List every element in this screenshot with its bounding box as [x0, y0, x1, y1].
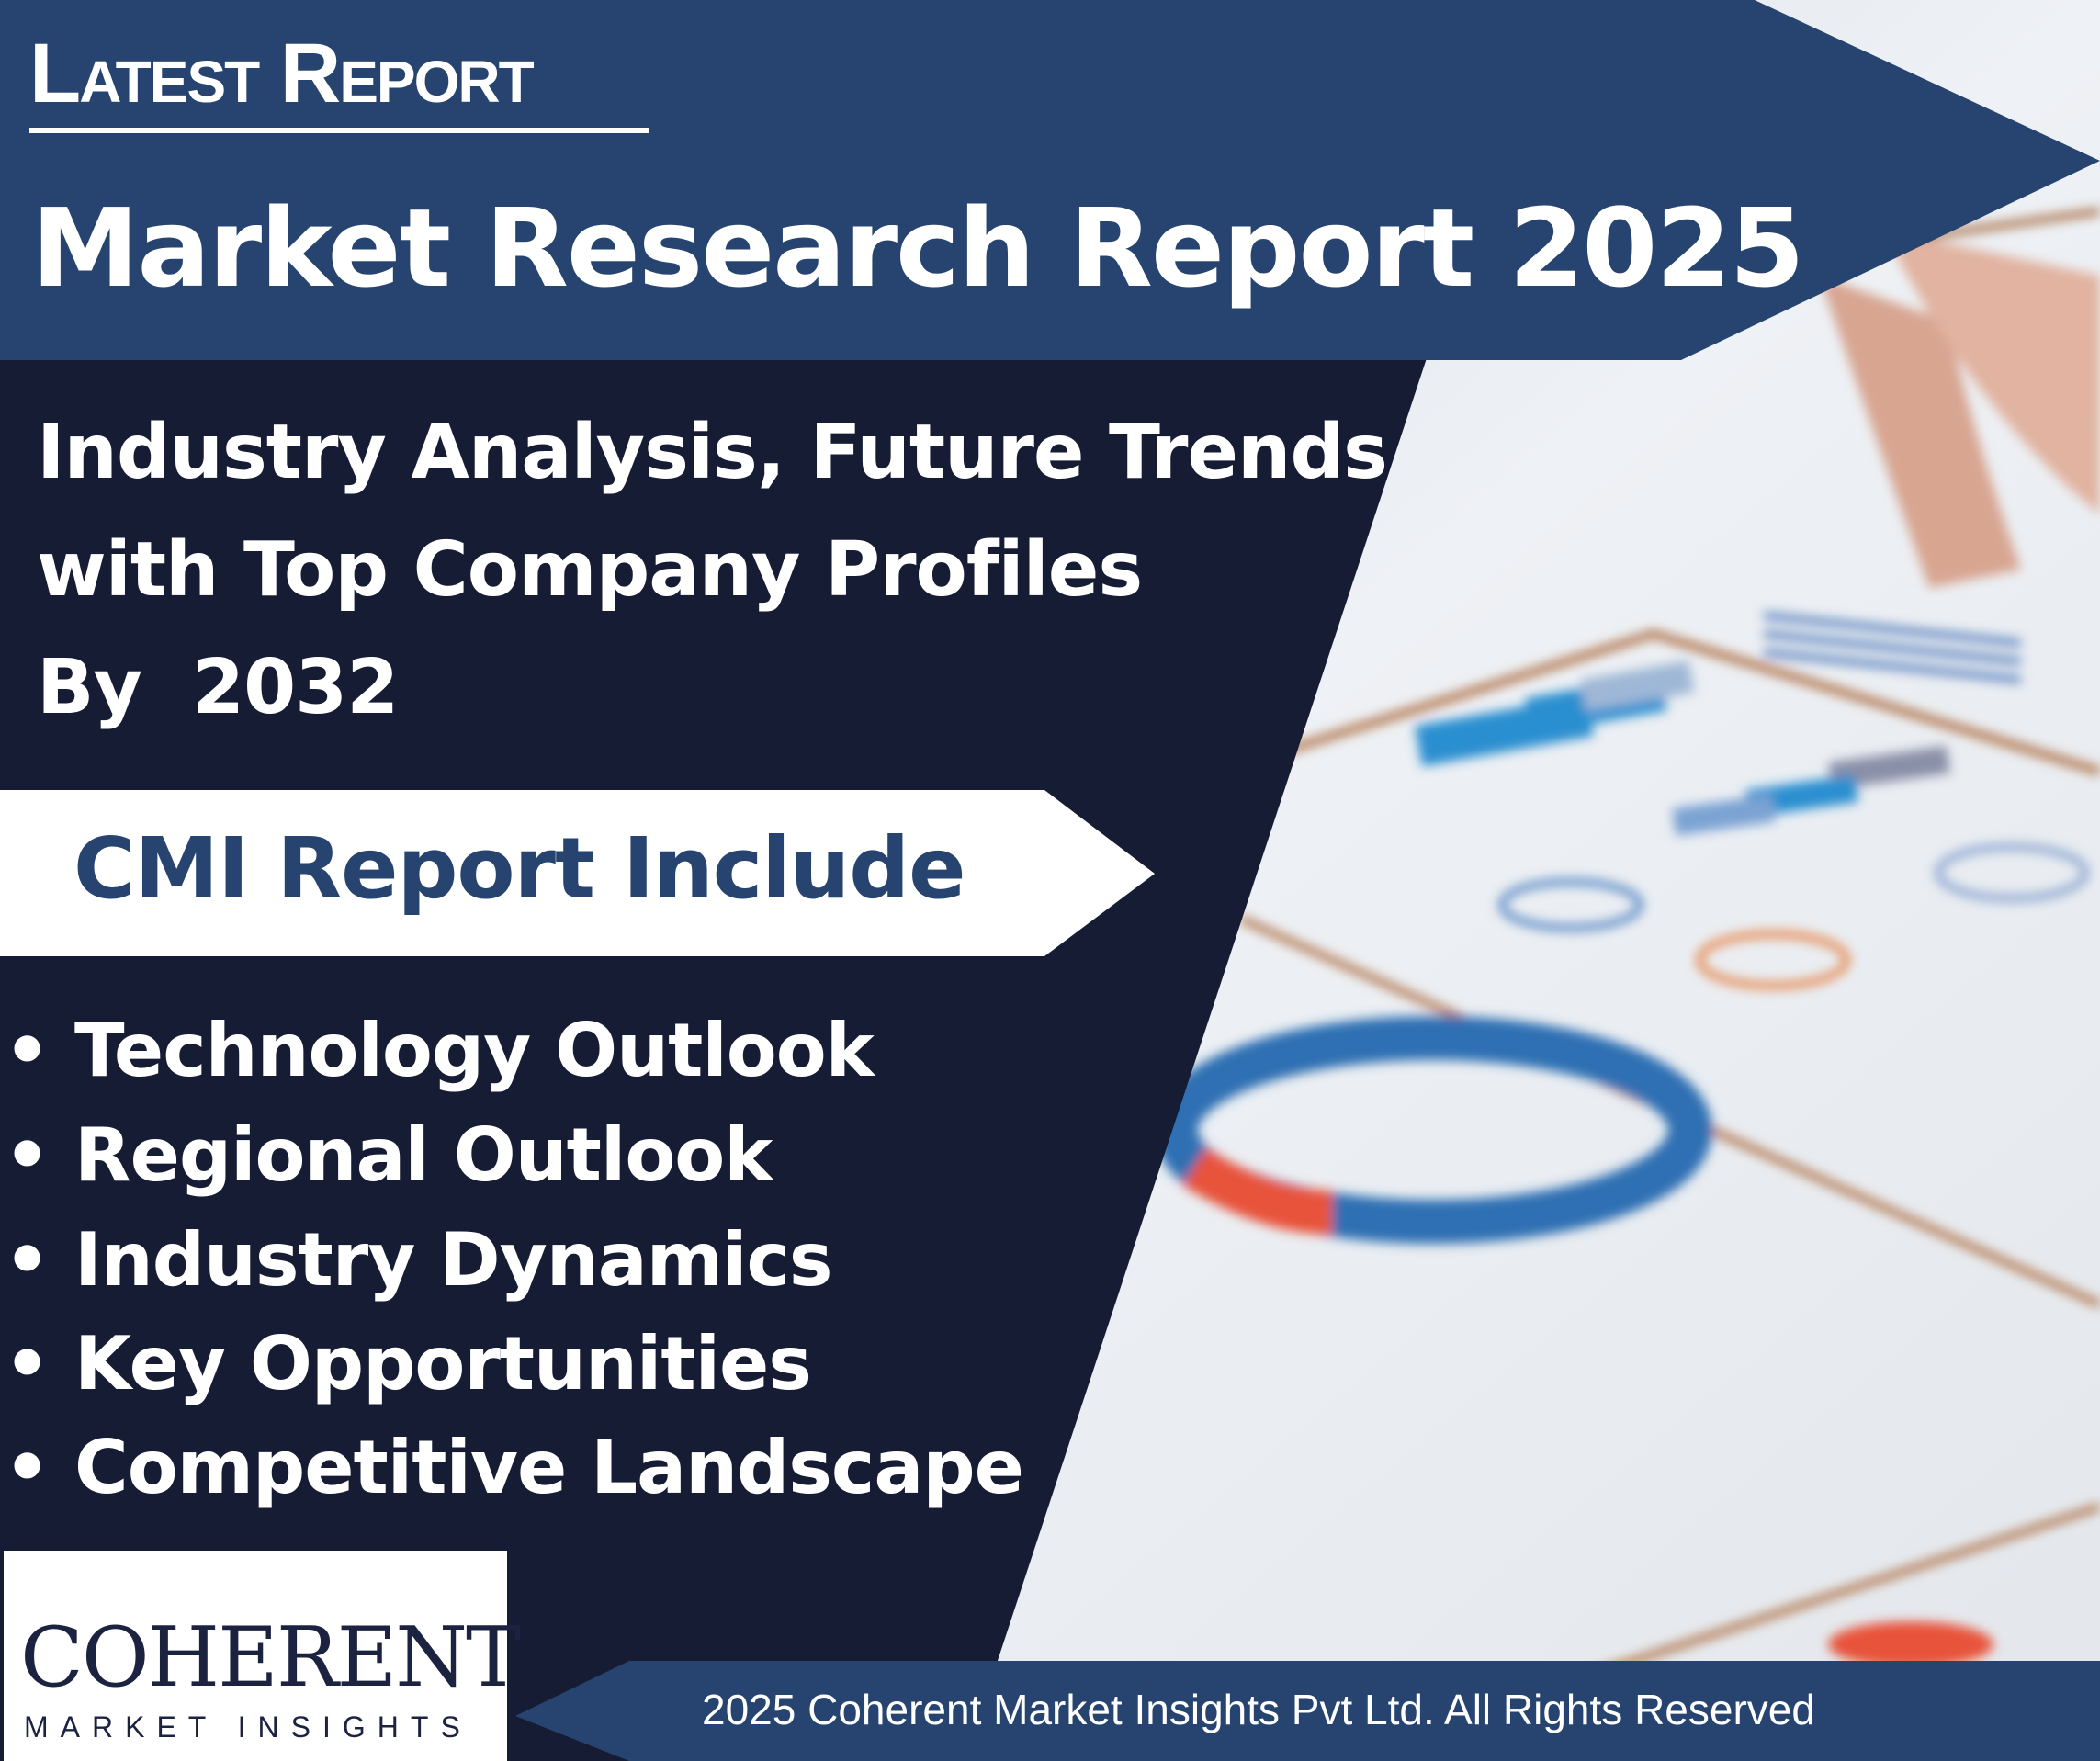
kicker-underline — [29, 128, 649, 133]
include-item-competitive: • Competitive Landscape — [4, 1425, 1024, 1510]
include-item-regional: • Regional Outlook — [4, 1112, 773, 1198]
dark-panel — [0, 358, 1427, 1761]
subtitle-line-2: with Top Company Profiles — [37, 526, 1143, 614]
footer-copyright: 2025 Coherent Market Insights Pvt Ltd. A… — [702, 1686, 1815, 1733]
subtitle-line-1: Industry Analysis, Future Trends — [37, 409, 1388, 496]
includes-heading: CMI Report Include — [73, 819, 966, 918]
company-logo: COHERENT MARKET INSIGHTS — [4, 1551, 521, 1761]
include-item-dynamics: • Industry Dynamics — [4, 1217, 833, 1303]
include-item-opportunities: • Key Opportunities — [4, 1321, 812, 1406]
latest-report-label: Latest Report — [29, 27, 535, 120]
footer-banner — [515, 1661, 2100, 1761]
logo-tagline: MARKET INSIGHTS — [24, 1710, 472, 1744]
page-title: Market Research Report 2025 — [31, 185, 1805, 311]
subtitle-line-3: By 2032 — [37, 644, 399, 731]
include-item-technology: • Technology Outlook — [4, 1008, 875, 1093]
logo-wordmark: COHERENT — [20, 1609, 521, 1706]
header-banner — [0, 0, 2100, 360]
cmi-include-banner — [0, 790, 1155, 956]
